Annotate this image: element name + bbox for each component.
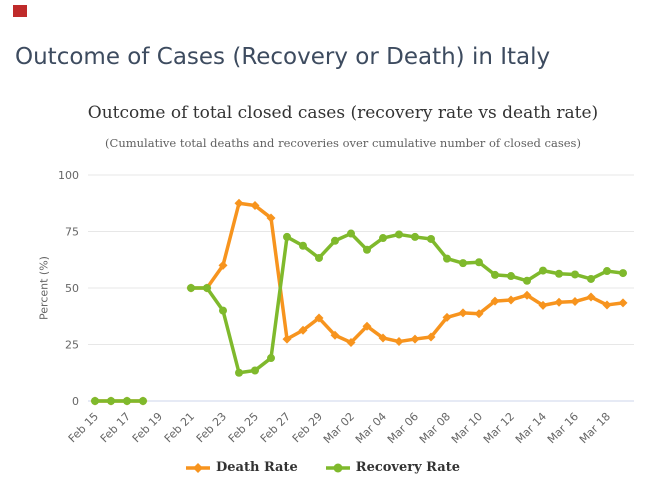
svg-text:Mar 06: Mar 06 — [385, 410, 421, 446]
legend: Death Rate Recovery Rate — [0, 460, 646, 475]
svg-text:Mar 08: Mar 08 — [417, 410, 453, 446]
svg-text:0: 0 — [72, 395, 79, 408]
svg-text:75: 75 — [65, 226, 79, 239]
svg-text:Mar 04: Mar 04 — [353, 410, 389, 446]
page-title: Outcome of Cases (Recovery or Death) in … — [15, 44, 551, 70]
svg-text:Feb 21: Feb 21 — [162, 410, 197, 445]
svg-text:50: 50 — [65, 282, 79, 295]
legend-item-recovery-rate[interactable]: Recovery Rate — [325, 460, 460, 475]
svg-text:Mar 16: Mar 16 — [545, 410, 581, 446]
legend-item-death-rate[interactable]: Death Rate — [186, 460, 298, 475]
svg-text:Feb 23: Feb 23 — [194, 410, 229, 445]
chart-title: Outcome of total closed cases (recovery … — [87, 103, 599, 123]
death-rate-legend-marker — [186, 462, 210, 473]
svg-text:Mar 18: Mar 18 — [577, 410, 613, 446]
svg-text:Feb 15: Feb 15 — [66, 410, 101, 445]
svg-text:Feb 27: Feb 27 — [258, 410, 293, 445]
legend-label-death-rate: Death Rate — [216, 460, 298, 475]
svg-text:25: 25 — [65, 339, 79, 352]
svg-text:Feb 25: Feb 25 — [226, 410, 261, 445]
svg-text:Feb 19: Feb 19 — [130, 410, 165, 445]
legend-label-recovery-rate: Recovery Rate — [355, 460, 460, 475]
svg-text:Mar 14: Mar 14 — [513, 410, 549, 446]
svg-text:Feb 29: Feb 29 — [290, 410, 325, 445]
svg-text:Feb 17: Feb 17 — [98, 410, 133, 445]
red-marker — [13, 5, 27, 17]
recovery-rate-legend-marker — [325, 463, 350, 472]
svg-text:Mar 02: Mar 02 — [321, 410, 357, 446]
chart-subtitle: (Cumulative total deaths and recoveries … — [105, 136, 581, 150]
svg-text:Mar 10: Mar 10 — [449, 410, 485, 446]
svg-text:100: 100 — [58, 169, 79, 182]
svg-text:Mar 12: Mar 12 — [481, 410, 517, 446]
